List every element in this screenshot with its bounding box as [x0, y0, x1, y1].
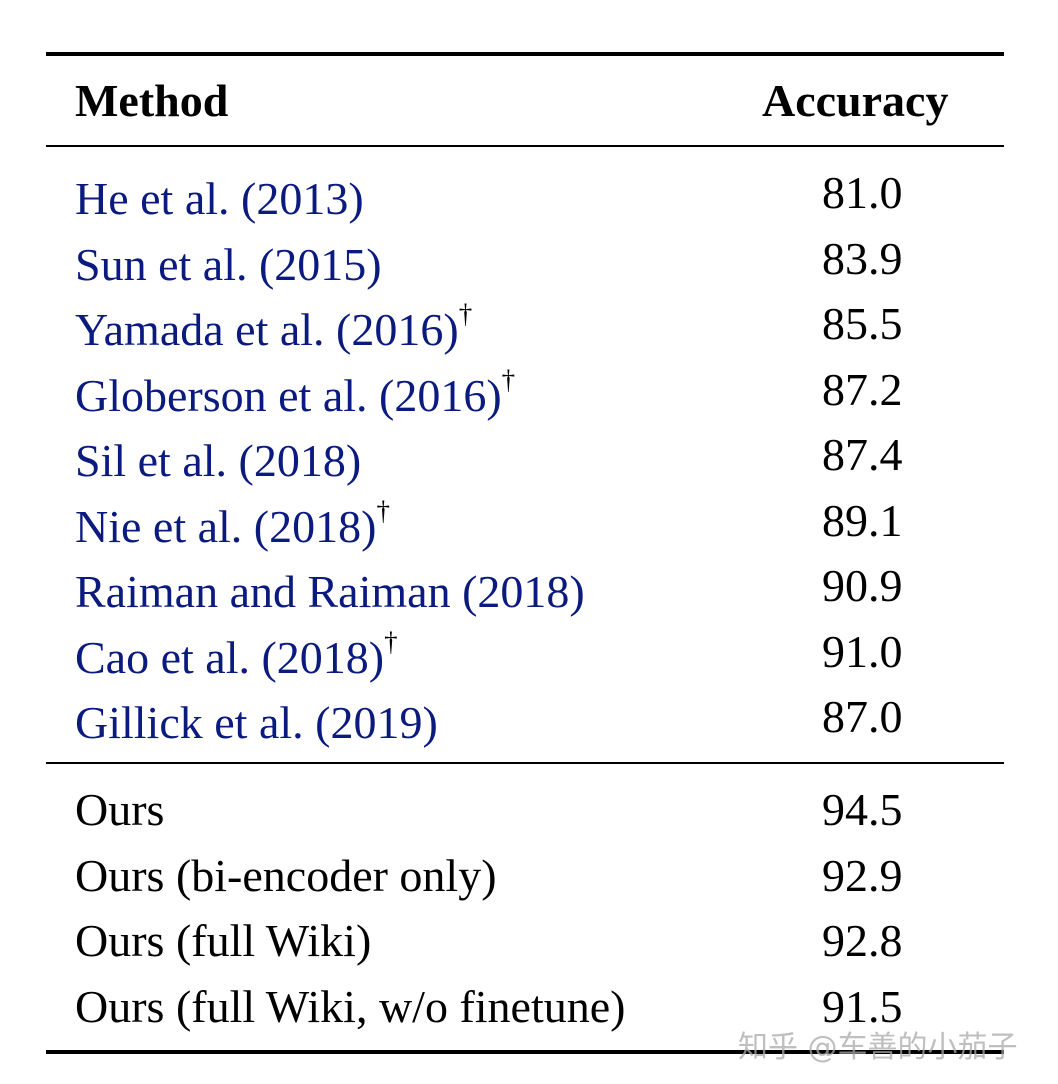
table-row-method: He et al. (2013) [75, 170, 364, 222]
table-row-accuracy: 83.9 [822, 233, 903, 284]
table-row-method: Gillick et al. (2019) [75, 694, 438, 746]
citation-link[interactable]: Globerson et al. (2016) [75, 370, 502, 421]
citation-link[interactable]: Cao et al. (2018) [75, 632, 385, 683]
table-row-method: Sil et al. (2018) [75, 432, 361, 484]
header-accuracy: Accuracy [762, 75, 949, 126]
citation-link[interactable]: Nie et al. (2018) [75, 501, 377, 552]
watermark-text: 知乎 @车善的小茄子 [738, 1030, 1018, 1065]
table-row-accuracy: 85.5 [822, 298, 903, 349]
dagger-mark: † [384, 627, 398, 657]
dagger-mark: † [458, 299, 473, 329]
table-row-accuracy: 87.0 [822, 691, 903, 742]
section-rule [46, 762, 1004, 764]
citation-link[interactable]: Yamada et al. (2016) [75, 304, 459, 355]
table-row-method: Yamada et al. (2016)† [75, 301, 472, 353]
citation-link[interactable]: Sun et al. (2015) [75, 239, 382, 290]
dagger-mark: † [501, 365, 516, 395]
citation-link[interactable]: He et al. (2013) [75, 173, 364, 224]
table-row-accuracy: 91.0 [822, 626, 903, 677]
table-row-accuracy: 87.4 [822, 429, 903, 480]
table-row-method: Cao et al. (2018)† [75, 629, 398, 681]
citation-link[interactable]: Sil et al. (2018) [75, 435, 362, 486]
table-row-method: Ours (full Wiki) [75, 915, 372, 966]
table-row-accuracy: 92.8 [822, 915, 903, 966]
table-row-accuracy: 94.5 [822, 784, 903, 835]
table-row-method: Nie et al. (2018)† [75, 498, 390, 550]
header-rule [46, 145, 1004, 147]
table-row-accuracy: 81.0 [822, 167, 903, 218]
table-row-method: Globerson et al. (2016)† [75, 367, 515, 419]
dagger-mark: † [376, 496, 390, 526]
table-row-method: Ours [75, 784, 165, 835]
table-row-method: Ours (full Wiki, w/o finetune) [75, 981, 626, 1032]
bottom-rule [46, 1050, 1004, 1054]
top-rule [46, 52, 1004, 56]
table-row-method: Raiman and Raiman (2018) [75, 563, 585, 615]
citation-link[interactable]: Raiman and Raiman (2018) [75, 566, 585, 617]
table-row-accuracy: 90.9 [822, 560, 903, 611]
table-row-method: Ours (bi-encoder only) [75, 850, 497, 901]
table-row-accuracy: 91.5 [822, 981, 903, 1032]
table-row-accuracy: 89.1 [822, 495, 903, 546]
header-method: Method [75, 75, 229, 126]
table-row-accuracy: 87.2 [822, 364, 903, 415]
table-row-accuracy: 92.9 [822, 850, 903, 901]
table-row-method: Sun et al. (2015) [75, 236, 382, 288]
citation-link[interactable]: Gillick et al. (2019) [75, 697, 438, 748]
